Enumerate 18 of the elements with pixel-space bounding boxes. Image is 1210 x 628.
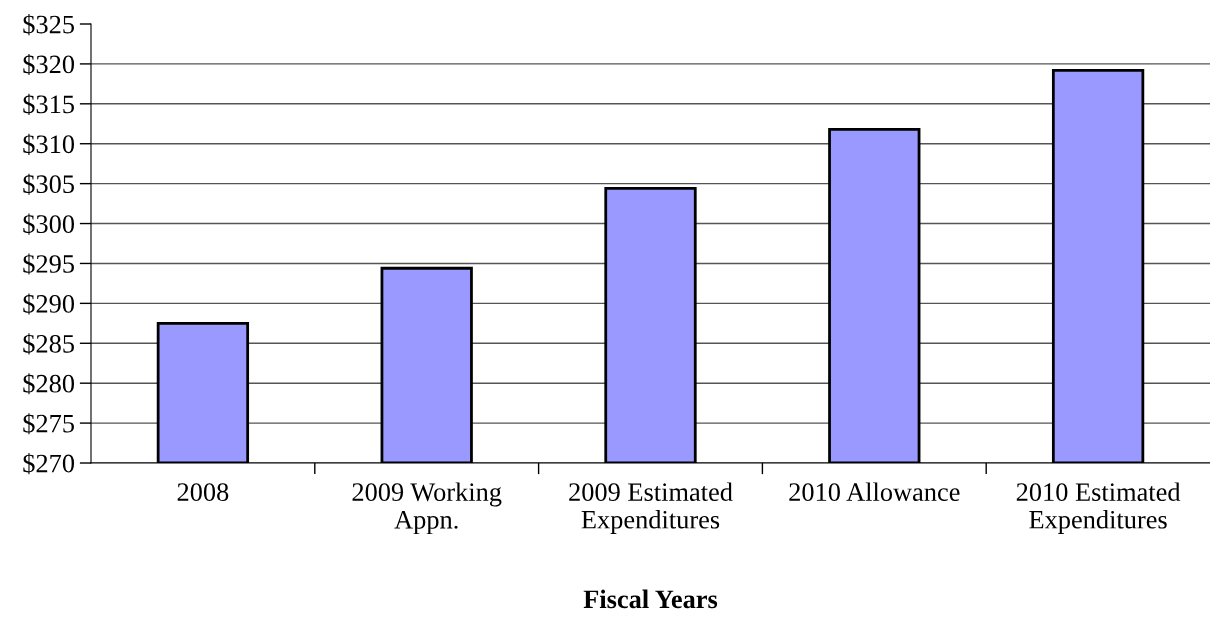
x-tick-label: 2010 Allowance (789, 482, 960, 502)
y-tick-label: $285 (23, 333, 74, 355)
y-tick-label: $275 (23, 413, 74, 435)
x-tick-label: 2010 Estimated Expenditures (1016, 482, 1181, 534)
y-tick-label: $280 (23, 373, 75, 395)
y-tick-label: $320 (23, 53, 75, 76)
y-tick-label: $315 (23, 93, 74, 115)
y-tick-label: $325 (23, 14, 74, 36)
y-tick-label: $295 (23, 253, 74, 275)
x-axis-title: Fiscal Years (583, 589, 718, 609)
y-tick-label: $310 (23, 133, 75, 155)
y-tick-label: $305 (23, 173, 74, 195)
x-tick-label: 2009 Estimated Expenditures (569, 482, 733, 534)
y-tick-label: $270 (23, 453, 75, 475)
y-tick-label: $290 (23, 293, 75, 315)
x-tick-label: 2009 Working Appn. (352, 482, 502, 535)
x-tick-label: 2008 (177, 483, 229, 502)
y-tick-label: $300 (23, 213, 75, 235)
